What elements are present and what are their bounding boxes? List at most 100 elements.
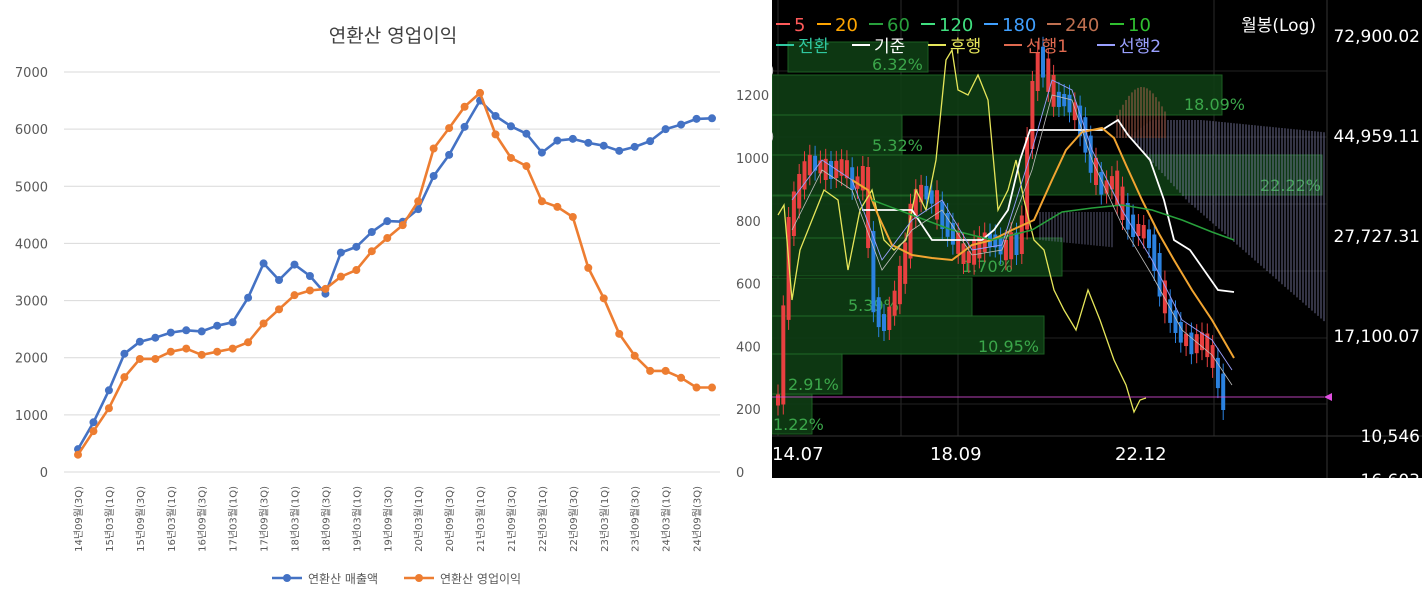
candle-body bbox=[776, 394, 780, 406]
quarterly-chart: 연환산 영업이익 0 1000 2000 3000 4000 5000 6000 7000 0… bbox=[15, 25, 769, 586]
data-point bbox=[537, 148, 546, 157]
candle-body bbox=[1078, 105, 1083, 137]
candle-body bbox=[860, 166, 865, 191]
x-tick-label: 16년09월(3Q) bbox=[197, 486, 209, 552]
data-point bbox=[259, 259, 268, 268]
candle-body bbox=[950, 222, 955, 245]
y-left-tick-label: 3000 bbox=[15, 295, 48, 310]
candle-body bbox=[1030, 81, 1035, 149]
legend-label: 10 bbox=[1128, 15, 1151, 36]
data-point bbox=[491, 112, 500, 120]
data-point bbox=[599, 294, 608, 303]
candle-body bbox=[887, 306, 892, 330]
legend-label: 연환산 매출액 bbox=[308, 572, 378, 586]
legend-label: 선행1 bbox=[1026, 37, 1068, 57]
candle-body bbox=[1083, 117, 1088, 153]
price-label: 10,546 bbox=[1361, 427, 1420, 447]
candle-body bbox=[876, 297, 881, 328]
y-left-tick-label: 7000 bbox=[15, 66, 48, 81]
candle-body bbox=[1056, 91, 1061, 107]
y-right-tick-label: 600 bbox=[736, 278, 761, 293]
y-right-tick-label: 1000 bbox=[736, 152, 769, 167]
data-point bbox=[677, 373, 686, 382]
candle-body bbox=[1009, 232, 1014, 260]
data-point bbox=[460, 122, 469, 131]
candle-body bbox=[1152, 234, 1157, 271]
y-left-tick-label: 6000 bbox=[15, 123, 48, 138]
price-label: 44,959.11 bbox=[1333, 127, 1420, 147]
data-point bbox=[599, 141, 608, 150]
data-point bbox=[259, 319, 268, 328]
y-right-tick-label: 200 bbox=[736, 403, 761, 418]
legend-label: 기준 bbox=[874, 37, 905, 57]
candle-body bbox=[956, 232, 961, 254]
y-left-tick-label: 1000 bbox=[15, 409, 48, 424]
data-point bbox=[367, 247, 376, 256]
data-point bbox=[584, 138, 593, 147]
data-point bbox=[74, 450, 82, 459]
price-label: 72,900.02 bbox=[1333, 27, 1420, 47]
candle-body bbox=[945, 213, 950, 237]
x-tick-label: 15년03월(1Q) bbox=[104, 486, 116, 552]
data-point bbox=[568, 134, 577, 143]
candle-body bbox=[839, 159, 844, 176]
x-tick-label: 17년03월(1Q) bbox=[228, 486, 240, 552]
candle-body bbox=[924, 185, 929, 200]
data-point bbox=[630, 351, 639, 360]
data-point bbox=[228, 344, 237, 353]
x-tick-label: 15년09월(3Q) bbox=[135, 486, 147, 552]
candle-body bbox=[1003, 239, 1008, 261]
data-point bbox=[383, 234, 392, 243]
candle-body bbox=[1051, 74, 1056, 107]
data-point bbox=[537, 197, 546, 206]
data-point bbox=[553, 136, 562, 145]
candle-body bbox=[1120, 186, 1125, 220]
data-point bbox=[135, 337, 144, 346]
data-point bbox=[197, 327, 206, 336]
volume-profile-label: 2.91% bbox=[788, 375, 839, 394]
x-tick-label: 17년09월(3Q) bbox=[259, 486, 271, 552]
data-point bbox=[120, 373, 129, 382]
candle-body bbox=[844, 160, 849, 179]
data-point bbox=[166, 328, 175, 337]
candle-body bbox=[797, 174, 802, 209]
data-point bbox=[166, 347, 175, 356]
data-point bbox=[460, 102, 469, 111]
legend-label: 연환산 영업이익 bbox=[440, 572, 521, 586]
data-point bbox=[445, 124, 454, 133]
data-point bbox=[321, 284, 330, 293]
data-point bbox=[290, 291, 299, 300]
candle-body bbox=[1200, 332, 1204, 351]
x-tick-label: 20년09월(3Q) bbox=[444, 486, 456, 552]
x-tick-label: 19년09월(3Q) bbox=[382, 486, 394, 552]
data-point bbox=[290, 260, 299, 269]
data-point bbox=[615, 329, 624, 338]
candle-body bbox=[1041, 46, 1045, 78]
x-tick-label: 21년09월(3Q) bbox=[506, 486, 518, 552]
lagging-line bbox=[777, 48, 1147, 414]
candle-body bbox=[1099, 172, 1104, 195]
data-point bbox=[244, 338, 253, 347]
monthly-candle-chart-panel: 6.32%18.09%5.32%22.22%1.70%5.39%10.95%2.… bbox=[736, 0, 1422, 491]
y-right-tick-label: 800 bbox=[736, 215, 761, 230]
data-point bbox=[275, 305, 284, 314]
data-point bbox=[352, 242, 361, 251]
x-tick-label: 22년03월(1Q) bbox=[537, 486, 549, 552]
candle-body bbox=[791, 191, 796, 236]
candle-body bbox=[1035, 52, 1040, 91]
data-point bbox=[677, 120, 686, 129]
data-point bbox=[89, 427, 98, 436]
y-right-tick-label: 400 bbox=[736, 340, 761, 355]
data-point bbox=[429, 144, 438, 153]
candle-body bbox=[913, 189, 918, 219]
data-point bbox=[615, 146, 624, 155]
data-point bbox=[182, 326, 191, 335]
legend-label: 60 bbox=[887, 15, 910, 36]
legend-label: 5 bbox=[794, 15, 805, 36]
x-tick-label: 23년09월(3Q) bbox=[630, 486, 642, 552]
x-tick-label: 14년09월(3Q) bbox=[73, 486, 85, 552]
data-point bbox=[352, 266, 361, 275]
legend-label: 180 bbox=[1002, 15, 1036, 36]
data-point bbox=[630, 142, 639, 151]
data-point bbox=[151, 333, 160, 342]
